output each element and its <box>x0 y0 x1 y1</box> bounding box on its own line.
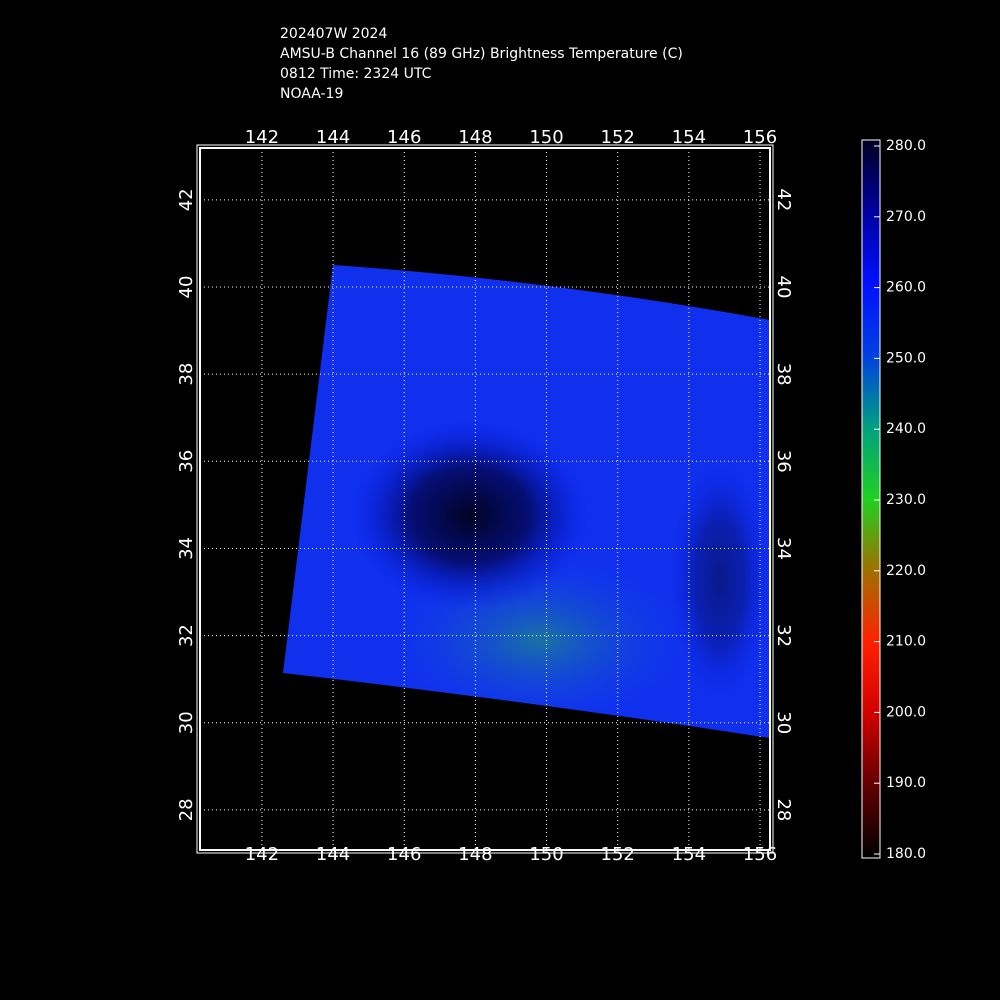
lon-tick-label: 156 <box>743 844 777 865</box>
lat-tick-label: 30 <box>176 711 197 734</box>
lat-tick-label: 32 <box>773 624 794 647</box>
colorbar-label: 220.0 <box>886 563 926 579</box>
lon-tick-label: 156 <box>743 127 777 148</box>
lon-tick-label: 154 <box>672 127 706 148</box>
lat-tick-label: 28 <box>176 798 197 821</box>
lon-tick-label: 150 <box>529 127 563 148</box>
colorbar-label: 230.0 <box>886 492 926 508</box>
lon-tick-label: 146 <box>387 127 421 148</box>
lat-tick-label: 32 <box>176 624 197 647</box>
lat-tick-label: 38 <box>773 363 794 386</box>
colorbar-label: 280.0 <box>886 138 926 154</box>
colorbar-label: 240.0 <box>886 421 926 437</box>
colorbar-label: 260.0 <box>886 280 926 296</box>
lon-tick-label: 142 <box>245 127 279 148</box>
lon-tick-label: 152 <box>601 127 635 148</box>
lon-tick-label: 150 <box>529 844 563 865</box>
header-line: 0812 Time: 2324 UTC <box>280 66 432 82</box>
header-line: AMSU-B Channel 16 (89 GHz) Brightness Te… <box>280 46 683 62</box>
lon-tick-label: 148 <box>458 844 492 865</box>
lon-tick-label: 146 <box>387 844 421 865</box>
lon-tick-label: 144 <box>316 127 350 148</box>
lon-tick-label: 144 <box>316 844 350 865</box>
colorbar-label: 250.0 <box>886 350 926 366</box>
lat-tick-label: 36 <box>773 450 794 473</box>
header-line: NOAA-19 <box>280 86 343 102</box>
colorbar-label: 180.0 <box>886 846 926 862</box>
labels: 142 142 144 144 146 146 148 148 150 150 152 152 154 1… <box>176 127 926 865</box>
lon-tick-label: 154 <box>672 844 706 865</box>
lat-tick-label: 28 <box>773 798 794 821</box>
lat-tick-label: 40 <box>773 276 794 299</box>
lat-tick-label: 34 <box>176 537 197 560</box>
colorbar-label: 270.0 <box>886 209 926 225</box>
colorbar-label: 210.0 <box>886 634 926 650</box>
swath <box>283 265 770 738</box>
storm-core <box>350 420 590 610</box>
map-frame <box>199 147 771 851</box>
colorbar-label: 190.0 <box>886 775 926 791</box>
lon-tick-label: 142 <box>245 844 279 865</box>
lat-tick-label: 42 <box>773 188 794 211</box>
lat-tick-label: 30 <box>773 711 794 734</box>
header: 202407W 2024 AMSU-B Channel 16 (89 GHz) … <box>280 26 683 102</box>
header-line: 202407W 2024 <box>280 26 387 42</box>
lat-tick-label: 36 <box>176 450 197 473</box>
lat-tick-label: 38 <box>176 363 197 386</box>
colorbar-label: 200.0 <box>886 704 926 720</box>
map-frame-outer <box>196 144 774 854</box>
lon-tick-label: 148 <box>458 127 492 148</box>
lon-tick-label: 152 <box>601 844 635 865</box>
colorbar <box>861 139 881 859</box>
grid <box>200 148 770 850</box>
lat-tick-label: 34 <box>773 537 794 560</box>
lat-tick-label: 40 <box>176 276 197 299</box>
lat-tick-label: 42 <box>176 188 197 211</box>
cloud <box>670 460 770 700</box>
